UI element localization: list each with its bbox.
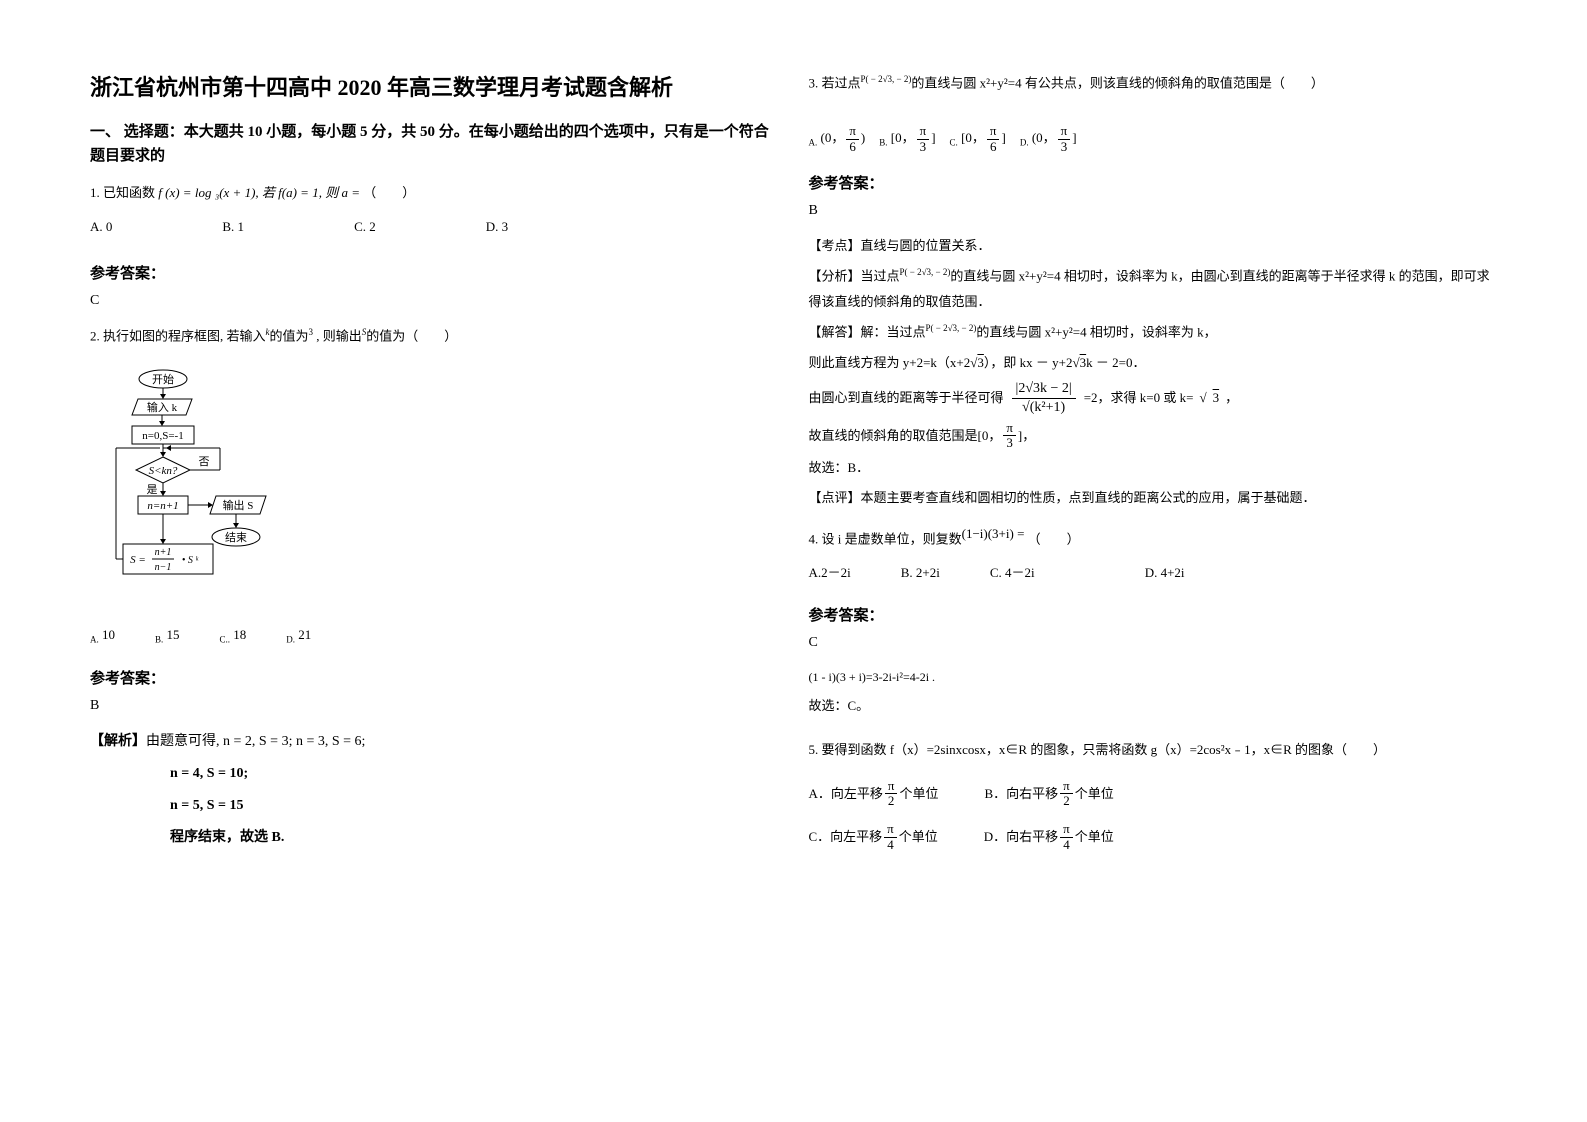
q2-options: A. 10 B. 15 C.. 18 D. 21 [90, 622, 779, 649]
q2-optB: B. 15 [155, 622, 180, 649]
question-3: 3. 若过点P( − 2√3, − 2)的直线与圆 x²+y²=4 有公共点，则… [809, 70, 1498, 96]
flow-step1: n=n+1 [147, 500, 178, 512]
q2-answer-label: 参考答案： [90, 667, 779, 688]
q2-mid2: , 则输出 [313, 328, 362, 343]
flow-output: 输出 S [223, 498, 254, 512]
q3-jd-1: 【解答】解：当过点P( − 2√3, − 2)的直线与圆 x²+y²=4 相切时… [809, 319, 1498, 345]
q1-optA: A. 0 [90, 214, 112, 240]
q4-sol-2: 故选：C。 [809, 693, 1498, 719]
q2-sol-line2: n = 4, S = 10; [90, 760, 779, 788]
q4-optC: C. 4－2i [990, 560, 1035, 586]
flow-step2-den: n−1 [155, 562, 172, 573]
q3-optC: C. [0，π6] [950, 124, 1006, 154]
q3-fx: 【分析】当过点P( − 2√3, − 2)的直线与圆 x²+y²=4 相切时，设… [809, 263, 1498, 315]
right-column: 3. 若过点P( − 2√3, − 2)的直线与圆 x²+y²=4 有公共点，则… [809, 70, 1498, 1052]
flow-init: n=0,S=-1 [142, 430, 183, 442]
q3-kp: 【考点】直线与圆的位置关系． [809, 233, 1498, 259]
flow-input: 输入 k [147, 400, 178, 414]
q3-optA: A. (0，π6) [809, 124, 866, 154]
q2-optD: D. 21 [286, 622, 311, 649]
q2-optC: C.. 18 [220, 622, 247, 649]
flow-cond: S<kn? [149, 465, 178, 477]
q3-jd-4: 故直线的倾斜角的取值范围是[0， π3 ]， [809, 421, 1498, 451]
q3-optB: B. [0，π3] [879, 124, 935, 154]
q3-jd-5: 故选：B． [809, 455, 1498, 481]
q4-answer-label: 参考答案： [809, 604, 1498, 625]
q5-optA: A．向左平移 π2 个单位 [809, 779, 939, 809]
q3-jd-3: 由圆心到直线的距离等于半径可得 |2√3k − 2|√(k²+1) =2，求得 … [809, 380, 1498, 417]
q2-optA: A. 10 [90, 622, 115, 649]
q3-answer: B [809, 203, 1498, 219]
q2-sol-header: 【解析】由题意可得, n = 2, S = 3; n = 3, S = 6; [90, 728, 779, 756]
q5-optC: C．向左平移 π4 个单位 [809, 822, 938, 852]
q1-options: A. 0 B. 1 C. 2 D. 3 [90, 214, 779, 240]
q2-answer: B [90, 698, 779, 714]
flow-step2-lhs: S = [130, 554, 146, 566]
q2-text: 2. 执行如图的程序框图, 若输入 [90, 328, 266, 343]
q5-optD: D．向右平移 π4 个单位 [984, 822, 1114, 852]
q2-mid: 的值为 [270, 328, 309, 343]
q4-options: A.2－2i B. 2+2i C. 4－2i D. 4+2i [809, 560, 1498, 586]
question-4: 4. 设 i 是虚数单位，则复数(1−i)(3+i) = （ ） [809, 521, 1498, 552]
q5-row2: C．向左平移 π4 个单位 D．向右平移 π4 个单位 [809, 822, 1498, 852]
q2-tail: 的值为（ ） [366, 328, 457, 343]
question-5: 5. 要得到函数 f（x）=2sinxcosx，x∈R 的图象，只需将函数 g（… [809, 737, 1498, 763]
flow-step2-tail: • S ᵏ [182, 555, 200, 566]
q1-optB: B. 1 [222, 214, 244, 240]
q3-mid: 的直线与圆 x²+y²=4 有公共点，则该直线的倾斜角的取值范围是（ ） [911, 75, 1323, 90]
q1-optD: D. 3 [486, 214, 508, 240]
q2-sol-line4: 程序结束，故选 B. [90, 824, 779, 852]
q1-answer-label: 参考答案： [90, 262, 779, 283]
q3-optD: D. (0，π3] [1020, 124, 1077, 154]
q5-row1: A．向左平移 π2 个单位 B．向右平移 π2 个单位 [809, 779, 1498, 809]
q3-prefix: 3. 若过点 [809, 75, 861, 90]
q3-jd-2: 则此直线方程为 y+2=k（x+2√3），即 kx － y+2√3k － 2=0… [809, 350, 1498, 376]
q4-optA: A.2－2i [809, 560, 851, 586]
flow-end: 结束 [225, 531, 247, 544]
q4-answer: C [809, 635, 1498, 651]
flow-no: 否 [199, 456, 210, 468]
flow-yes: 是 [147, 483, 158, 496]
q4-sol-1: (1 - i)(3 + i)=3-2i-i²=4-2i . [809, 665, 1498, 689]
document-title: 浙江省杭州市第十四高中 2020 年高三数学理月考试题含解析 [90, 70, 779, 102]
q3-dp: 【点评】本题主要考查直线和圆相切的性质，点到直线的距离公式的应用，属于基础题． [809, 485, 1498, 511]
q1-paren: （ ） [363, 185, 415, 200]
q4-optB: B. 2+2i [901, 560, 940, 586]
flowchart: 开始 输入 k n=0,S=-1 S<kn? 否 [108, 369, 779, 604]
flow-start: 开始 [152, 372, 174, 386]
q3-options: A. (0，π6) B. [0，π3] C. [0，π6] D. (0，π3] [809, 124, 1498, 154]
q3-point: P( − 2√3, − 2) [861, 74, 912, 84]
question-1: 1. 已知函数 f (x) = log ₃(x + 1), 若 f(a) = 1… [90, 180, 779, 206]
q2-sol-line3: n = 5, S = 15 [90, 792, 779, 820]
question-2: 2. 执行如图的程序框图, 若输入k的值为3 , 则输出S的值为（ ） [90, 323, 779, 349]
q5-optB: B．向右平移 π2 个单位 [984, 779, 1113, 809]
q1-expr: f (x) = log ₃(x + 1), 若 f(a) = 1, 则 a = [158, 185, 360, 200]
q1-prefix: 1. 已知函数 [90, 185, 155, 200]
q1-answer: C [90, 293, 779, 309]
section-header: 一、 选择题：本大题共 10 小题，每小题 5 分，共 50 分。在每小题给出的… [90, 120, 779, 168]
flow-step2-num: n+1 [155, 547, 172, 558]
q3-answer-label: 参考答案： [809, 172, 1498, 193]
left-column: 浙江省杭州市第十四高中 2020 年高三数学理月考试题含解析 一、 选择题：本大… [90, 70, 779, 1052]
q1-optC: C. 2 [354, 214, 376, 240]
q4-optD: D. 4+2i [1145, 560, 1185, 586]
